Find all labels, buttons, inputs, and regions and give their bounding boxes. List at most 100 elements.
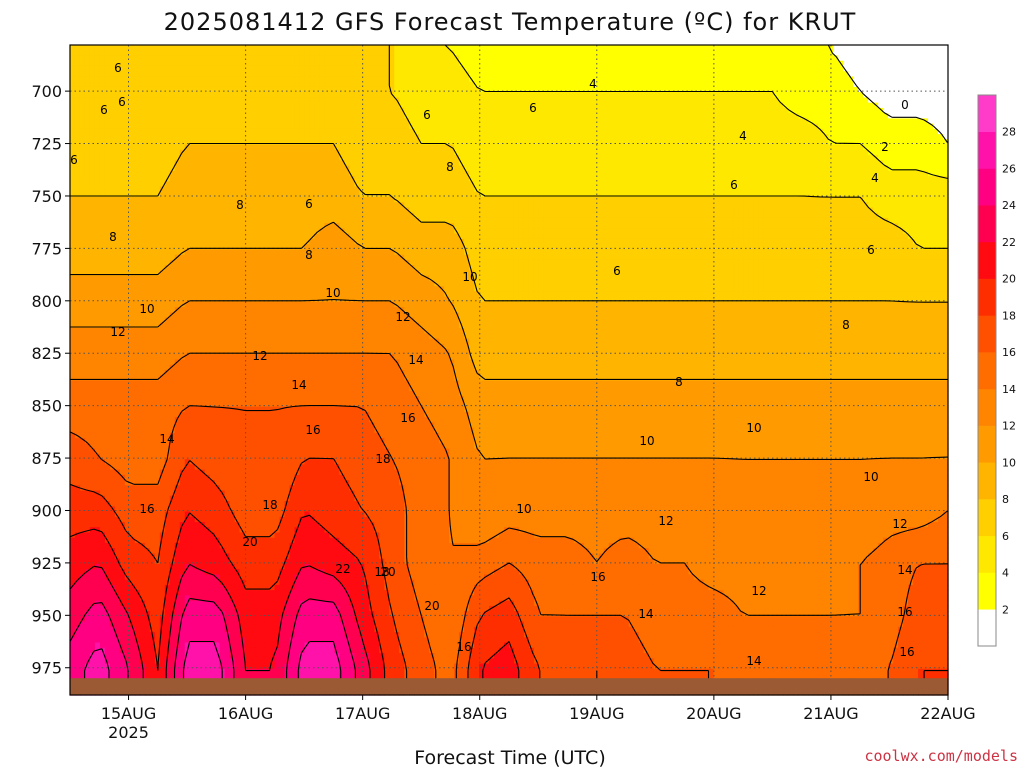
field-cell: [259, 123, 266, 130]
field-cell: [444, 76, 450, 83]
field-cell: [144, 165, 151, 172]
field-cell: [803, 170, 809, 177]
field-cell: [563, 97, 570, 104]
field-cell: [613, 134, 620, 140]
field-cell: [249, 181, 256, 188]
field-cell: [254, 176, 261, 182]
field-cell: [798, 65, 804, 72]
field-cell: [748, 176, 755, 182]
field-cell: [918, 55, 924, 62]
field-cell: [104, 71, 111, 78]
field-cell: [309, 76, 316, 83]
field-cell: [768, 123, 774, 130]
field-cell: [738, 65, 745, 72]
field-cell: [863, 139, 869, 146]
field-cell: [289, 76, 296, 83]
field-cell: [109, 165, 116, 172]
field-cell: [354, 191, 360, 198]
field-cell: [319, 107, 326, 114]
field-cell: [279, 170, 286, 177]
field-cell: [823, 118, 829, 125]
field-cell: [808, 92, 814, 99]
field-cell: [853, 144, 859, 151]
field-cell: [833, 139, 839, 146]
field-cell: [868, 139, 874, 146]
field-cell: [409, 60, 415, 67]
field-cell: [883, 50, 889, 57]
field-cell: [364, 113, 370, 119]
field-cell: [738, 165, 745, 172]
field-cell: [688, 155, 695, 161]
field-cell: [643, 144, 650, 151]
field-cell: [933, 123, 939, 130]
field-cell: [134, 71, 141, 78]
field-cell: [79, 155, 86, 161]
field-cell: [214, 176, 221, 182]
field-cell: [598, 97, 605, 104]
field-cell: [593, 86, 600, 93]
field-cell: [928, 155, 934, 161]
field-cell: [698, 55, 705, 62]
field-cell: [74, 134, 81, 140]
field-cell: [773, 128, 779, 135]
field-cell: [578, 60, 585, 67]
field-cell: [873, 97, 879, 104]
field-cell: [139, 191, 146, 198]
field-cell: [294, 160, 301, 167]
field-cell: [239, 92, 246, 99]
field-cell: [489, 97, 495, 104]
field-cell: [509, 55, 515, 62]
field-cell: [533, 170, 540, 177]
field-cell: [414, 113, 420, 119]
field-cell: [628, 170, 635, 177]
field-cell: [878, 186, 884, 193]
field-cell: [499, 71, 505, 78]
field-cell: [908, 149, 914, 156]
field-cell: [159, 123, 166, 130]
field-cell: [124, 181, 131, 188]
field-cell: [334, 45, 340, 51]
field-cell: [364, 144, 370, 151]
field-cell: [469, 60, 475, 67]
field-cell: [573, 97, 580, 104]
field-cell: [558, 102, 565, 109]
field-cell: [144, 71, 151, 78]
field-cell: [898, 107, 904, 114]
field-cell: [464, 160, 470, 167]
field-cell: [99, 50, 106, 57]
field-cell: [379, 55, 385, 62]
field-cell: [439, 170, 445, 177]
field-cell: [389, 128, 395, 135]
field-cell: [389, 186, 395, 193]
field-cell: [628, 45, 635, 51]
field-cell: [464, 55, 470, 62]
field-cell: [369, 86, 375, 93]
field-cell: [294, 128, 301, 135]
field-cell: [304, 128, 311, 135]
field-cell: [369, 149, 375, 156]
field-cell: [848, 65, 854, 72]
field-cell: [813, 71, 819, 78]
field-cell: [733, 165, 740, 172]
field-cell: [94, 181, 101, 188]
field-cell: [334, 134, 340, 140]
field-cell: [628, 176, 635, 182]
field-cell: [229, 170, 236, 177]
field-cell: [753, 128, 760, 135]
field-cell: [74, 149, 81, 156]
field-cell: [568, 107, 575, 114]
field-cell: [224, 45, 231, 51]
field-cell: [474, 86, 480, 93]
field-cell: [284, 55, 291, 62]
field-cell: [144, 128, 151, 135]
field-cell: [334, 170, 340, 177]
field-cell: [898, 144, 904, 151]
field-cell: [808, 113, 814, 119]
field-cell: [583, 181, 590, 188]
field-cell: [873, 86, 879, 93]
field-cell: [244, 107, 251, 114]
field-cell: [124, 92, 131, 99]
field-cell: [364, 45, 370, 51]
field-cell: [239, 81, 246, 88]
field-cell: [928, 55, 934, 62]
